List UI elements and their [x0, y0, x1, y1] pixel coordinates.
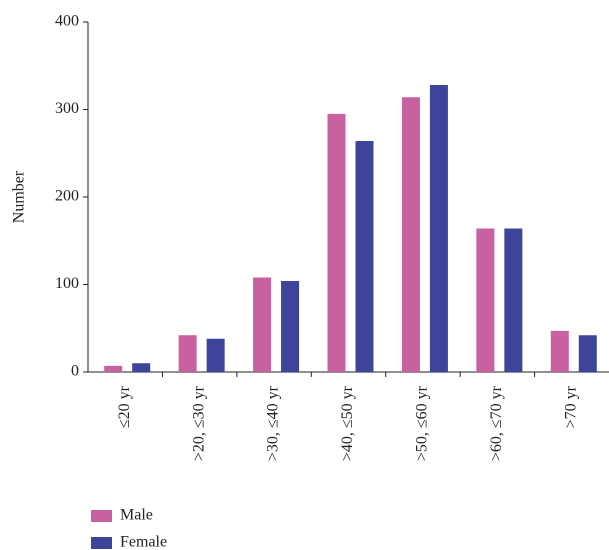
bar: [253, 277, 272, 372]
bar: [504, 228, 523, 372]
bar: [355, 141, 374, 372]
x-tick-label: >30, ≤40 yr: [265, 385, 282, 461]
y-tick-label: 300: [55, 100, 79, 117]
y-tick-label: 200: [55, 188, 79, 205]
x-tick-label: >50, ≤60 yr: [414, 385, 431, 461]
bar: [578, 335, 597, 372]
y-tick-label: 0: [71, 363, 79, 380]
y-tick-label: 100: [55, 275, 79, 292]
bar: [281, 281, 300, 372]
x-tick-label: >60, ≤70 yr: [488, 385, 505, 461]
bar: [206, 338, 225, 372]
legend-label: Male: [120, 507, 153, 524]
x-tick-label: >20, ≤30 yr: [190, 385, 207, 461]
bar: [401, 97, 420, 372]
bar: [178, 335, 197, 372]
legend-swatch: [91, 510, 112, 522]
bar: [327, 113, 346, 372]
x-tick-label: >70 yr: [562, 385, 579, 428]
x-tick-label: >40, ≤50 yr: [339, 385, 356, 461]
bar: [429, 85, 448, 372]
x-tick-label: ≤20 yr: [116, 385, 133, 428]
y-axis-label: Number: [11, 170, 28, 223]
bar: [104, 365, 123, 372]
bar: [132, 363, 151, 372]
y-tick-label: 400: [55, 13, 79, 30]
bar: [550, 330, 569, 372]
legend-label: Female: [120, 534, 167, 550]
bar: [476, 228, 495, 372]
legend-swatch: [91, 537, 112, 549]
